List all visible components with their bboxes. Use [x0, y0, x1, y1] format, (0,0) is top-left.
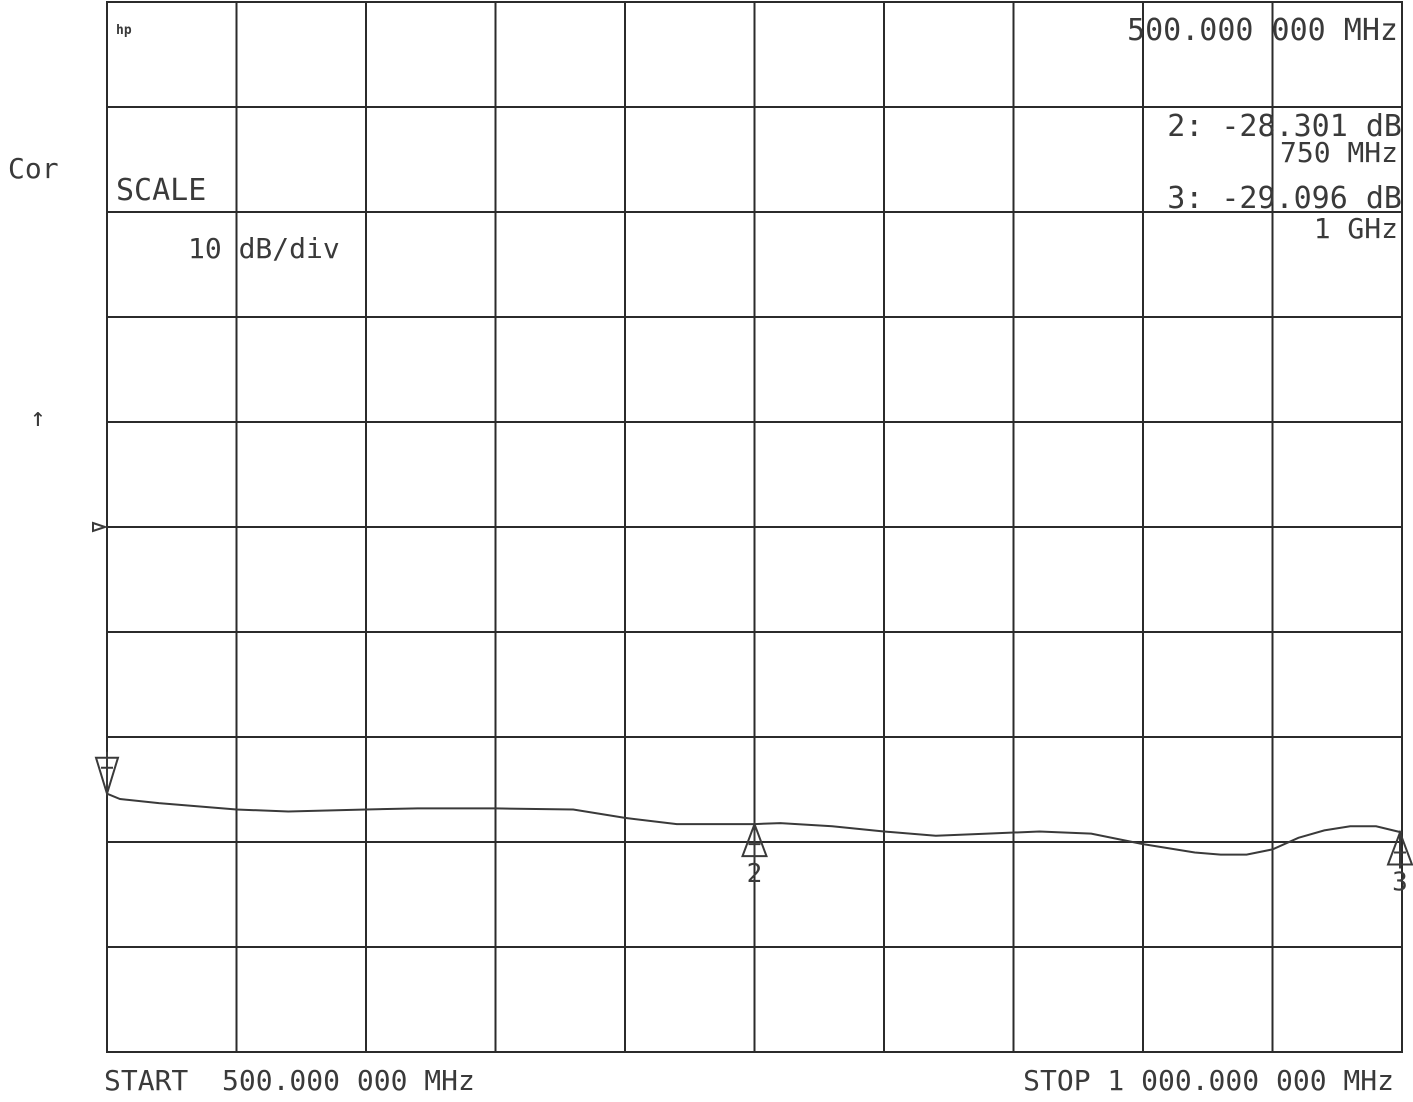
marker-2-label: 2 — [747, 859, 763, 889]
graticule — [106, 1, 1403, 1053]
marker-3-label: 3 — [1392, 868, 1408, 898]
marker-2-value: 2: -28.301 dB — [1167, 109, 1402, 144]
marker-3-symbol — [1386, 829, 1413, 869]
measurement-trace — [106, 792, 1403, 856]
active-marker-frequency: 500.000 000 MHz — [1127, 13, 1398, 48]
reference-arrow: ↑ — [30, 403, 46, 433]
marker-3-value: 3: -29.096 dB — [1167, 181, 1402, 216]
marker-3-frequency: 1 GHz — [1314, 212, 1398, 245]
hp-logo: hp — [116, 23, 132, 38]
stop-frequency-label: STOP 1 000.000 000 MHz — [1023, 1064, 1394, 1097]
marker-2-frequency: 750 MHz — [1280, 136, 1398, 169]
scale-value: 10 dB/div — [188, 232, 340, 265]
reference-position-indicator — [92, 521, 109, 533]
marker-2-symbol — [741, 821, 768, 861]
trace-layer — [106, 792, 1403, 856]
marker-1 — [94, 751, 120, 798]
correction-indicator: Cor — [8, 152, 59, 185]
start-frequency-label: START 500.000 000 MHz — [104, 1064, 475, 1097]
marker-3: 3 — [1386, 829, 1413, 898]
marker-2: 2 — [741, 821, 768, 889]
scale-label: SCALE — [116, 173, 206, 208]
marker-1-symbol — [94, 751, 120, 798]
